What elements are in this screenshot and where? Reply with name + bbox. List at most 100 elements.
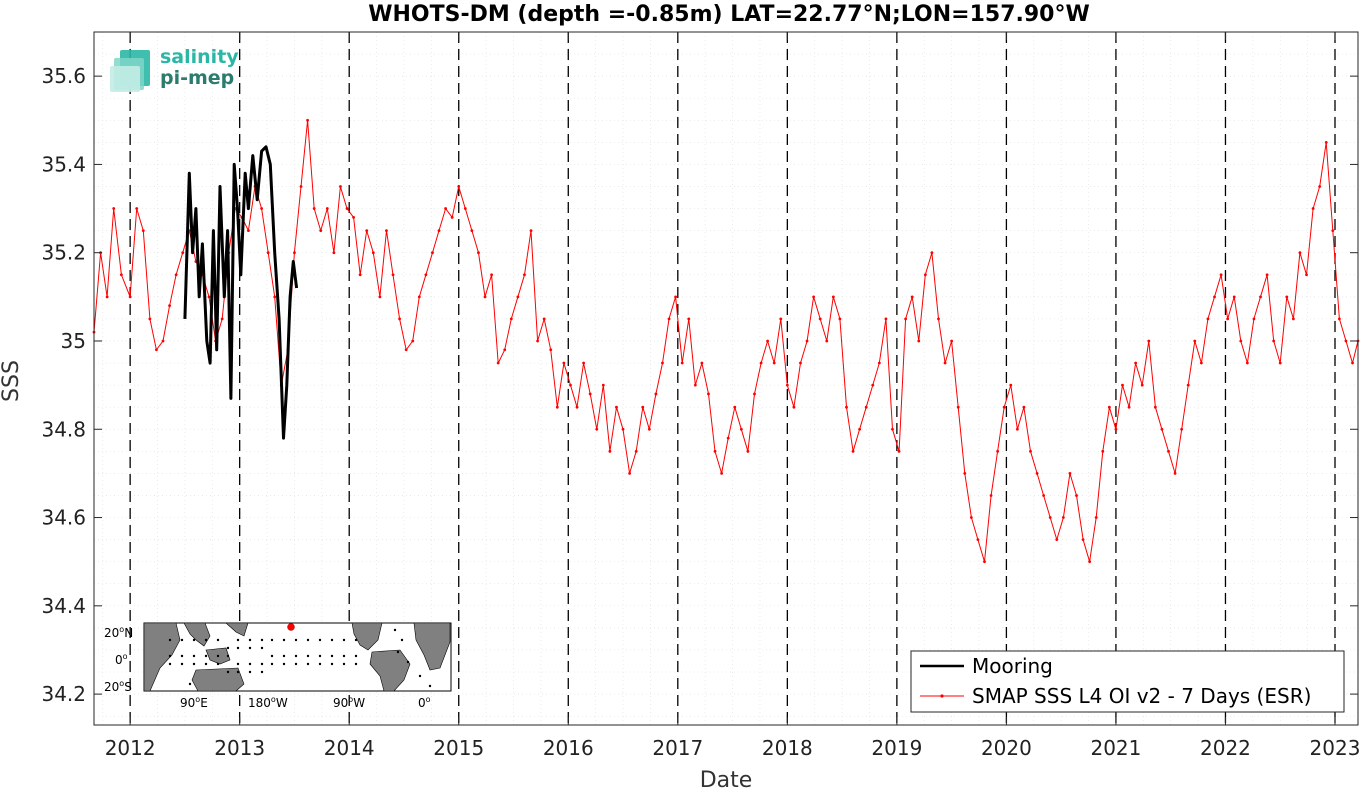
buoy-dot bbox=[216, 654, 220, 658]
data-point bbox=[1094, 516, 1098, 519]
buoy-dot bbox=[180, 638, 184, 642]
buoy-dot bbox=[342, 662, 346, 666]
y-tick-label: 34.8 bbox=[41, 417, 86, 441]
data-point bbox=[779, 317, 783, 321]
data-point bbox=[523, 273, 526, 277]
data-point bbox=[1213, 295, 1216, 299]
data-point bbox=[417, 295, 421, 299]
buoy-dot bbox=[248, 662, 252, 666]
legend-label-smap: SMAP SSS L4 OI v2 - 7 Days (ESR) bbox=[972, 684, 1311, 708]
data-point bbox=[562, 361, 566, 365]
buoy-dot bbox=[260, 662, 264, 666]
data-point bbox=[1186, 383, 1190, 387]
data-point bbox=[1219, 273, 1223, 277]
data-point bbox=[1265, 273, 1269, 277]
data-point bbox=[555, 405, 559, 409]
data-point bbox=[319, 229, 323, 233]
data-point bbox=[1068, 472, 1072, 475]
data-point bbox=[444, 207, 447, 210]
buoy-dot bbox=[354, 654, 358, 658]
data-point bbox=[720, 472, 724, 475]
y-tick-label: 35.4 bbox=[41, 152, 86, 176]
buoy-dot bbox=[204, 654, 208, 658]
x-tick-label: 2014 bbox=[324, 736, 375, 760]
data-point bbox=[897, 449, 901, 453]
data-point bbox=[119, 273, 123, 277]
buoy-dot bbox=[260, 638, 264, 642]
data-point bbox=[437, 229, 441, 233]
buoy-dot bbox=[294, 662, 298, 666]
data-point bbox=[1351, 361, 1354, 365]
buoy-dot bbox=[270, 662, 274, 666]
series-mooring bbox=[183, 145, 299, 440]
data-point bbox=[1140, 383, 1144, 387]
data-point bbox=[1324, 140, 1328, 144]
x-axis-ticks: 2012 2013 2014 2015 2016 2017 2018 2019 2020 2021… bbox=[105, 32, 1360, 760]
x-tick-label: 2022 bbox=[1200, 736, 1251, 760]
buoy-dot bbox=[204, 638, 208, 642]
data-point bbox=[904, 317, 908, 321]
data-point bbox=[733, 405, 737, 409]
buoy-dot bbox=[406, 660, 410, 664]
data-point bbox=[831, 295, 835, 299]
data-point bbox=[851, 449, 855, 453]
data-point bbox=[509, 317, 513, 321]
buoy-dot bbox=[236, 670, 240, 674]
buoy-dot bbox=[226, 654, 230, 658]
data-point bbox=[628, 472, 632, 475]
data-point bbox=[358, 273, 362, 277]
data-point bbox=[220, 317, 224, 321]
data-point bbox=[956, 405, 960, 409]
buoy-dot bbox=[260, 646, 264, 650]
data-point bbox=[404, 348, 408, 352]
buoy-dot bbox=[248, 670, 252, 674]
buoy-dot bbox=[180, 662, 184, 666]
data-point bbox=[1153, 405, 1157, 409]
chart-title: WHOTS-DM (depth =-0.85m) LAT=22.77°N;LON… bbox=[368, 2, 1090, 27]
x-tick-label: 2019 bbox=[871, 736, 922, 760]
buoy-dot bbox=[330, 638, 334, 642]
logo-mark bbox=[110, 50, 150, 92]
grid-lines bbox=[94, 31, 1358, 725]
data-point bbox=[1318, 185, 1322, 188]
data-point bbox=[536, 339, 540, 343]
x-tick-label: 2016 bbox=[543, 736, 594, 760]
buoy-dot bbox=[282, 654, 286, 658]
buoy-dot bbox=[216, 662, 220, 666]
data-point bbox=[483, 295, 487, 299]
data-point bbox=[1009, 383, 1013, 387]
buoy-dot bbox=[318, 654, 322, 658]
data-point bbox=[378, 295, 382, 299]
logo-text-salinity: salinity bbox=[160, 46, 239, 68]
data-point bbox=[1160, 427, 1164, 431]
data-point bbox=[647, 427, 651, 431]
data-point bbox=[864, 405, 868, 409]
data-point bbox=[1232, 295, 1236, 299]
buoy-dot bbox=[418, 674, 422, 678]
y-tick-label: 34.4 bbox=[41, 594, 86, 618]
data-point bbox=[1029, 449, 1032, 453]
data-point bbox=[917, 339, 921, 343]
buoy-dot bbox=[168, 662, 172, 666]
data-point bbox=[293, 251, 296, 255]
data-point bbox=[112, 207, 116, 210]
data-point bbox=[588, 392, 592, 396]
x-tick-label: 2015 bbox=[433, 736, 484, 760]
data-point bbox=[1075, 494, 1078, 497]
data-point bbox=[477, 251, 480, 255]
data-point bbox=[963, 472, 967, 475]
buoy-dot bbox=[342, 638, 346, 642]
data-point bbox=[1134, 361, 1138, 365]
data-point bbox=[858, 427, 862, 431]
series-line bbox=[183, 145, 299, 440]
buoy-dot bbox=[330, 662, 334, 666]
data-point bbox=[332, 251, 336, 255]
inset-map-lon-labels: 90oE 180oW 90oW 0o bbox=[180, 695, 431, 710]
data-point bbox=[621, 427, 625, 431]
salinity-pi-mep-logo: salinity pi-mep bbox=[110, 46, 239, 92]
buoy-dot bbox=[204, 662, 208, 666]
inset-lon-90e: 90oE bbox=[180, 695, 208, 710]
buoy-dot bbox=[354, 638, 358, 642]
buoy-dot bbox=[192, 638, 196, 642]
data-point bbox=[1193, 339, 1197, 343]
